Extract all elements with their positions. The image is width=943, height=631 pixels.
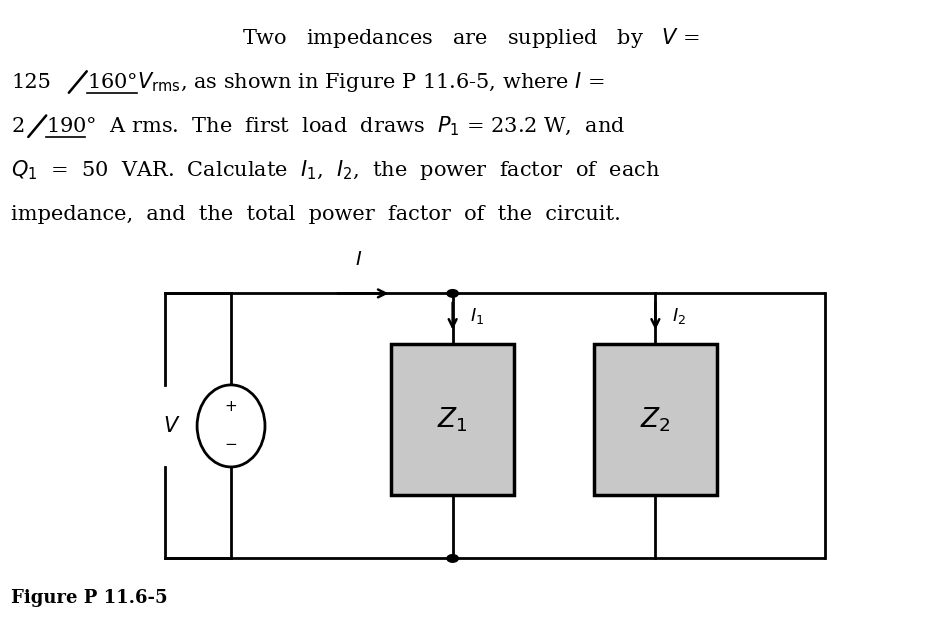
Ellipse shape: [197, 385, 265, 467]
Circle shape: [447, 555, 458, 562]
Circle shape: [447, 290, 458, 297]
Text: −: −: [224, 437, 238, 452]
Text: Figure P 11.6-5: Figure P 11.6-5: [11, 589, 168, 607]
Text: $I_1$: $I_1$: [470, 306, 484, 326]
Text: 2: 2: [11, 117, 25, 136]
Text: 125: 125: [11, 73, 51, 91]
Text: $V$: $V$: [162, 416, 180, 436]
Bar: [594, 344, 717, 495]
Text: $I_2$: $I_2$: [672, 306, 687, 326]
Text: Two   impedances   are   supplied   by   $V$ =: Two impedances are supplied by $V$ =: [242, 26, 701, 50]
Text: $Q_1$  =  50  VAR.  Calculate  $I_1$,  $I_2$,  the  power  factor  of  each: $Q_1$ = 50 VAR. Calculate $I_1$, $I_2$, …: [11, 158, 660, 182]
Text: $Z_1$: $Z_1$: [438, 405, 468, 434]
Text: 190°  A rms.  The  first  load  draws  $P_1$ = 23.2 W,  and: 190° A rms. The first load draws $P_1$ =…: [46, 115, 625, 138]
Text: $Z_2$: $Z_2$: [640, 405, 670, 434]
Text: $I$: $I$: [355, 251, 362, 269]
Bar: [391, 344, 514, 495]
Text: +: +: [224, 399, 238, 415]
Text: impedance,  and  the  total  power  factor  of  the  circuit.: impedance, and the total power factor of…: [11, 205, 621, 224]
Text: 160°$V_{\rm rms}$, as shown in Figure P 11.6-5, where $I$ =: 160°$V_{\rm rms}$, as shown in Figure P …: [87, 70, 604, 94]
